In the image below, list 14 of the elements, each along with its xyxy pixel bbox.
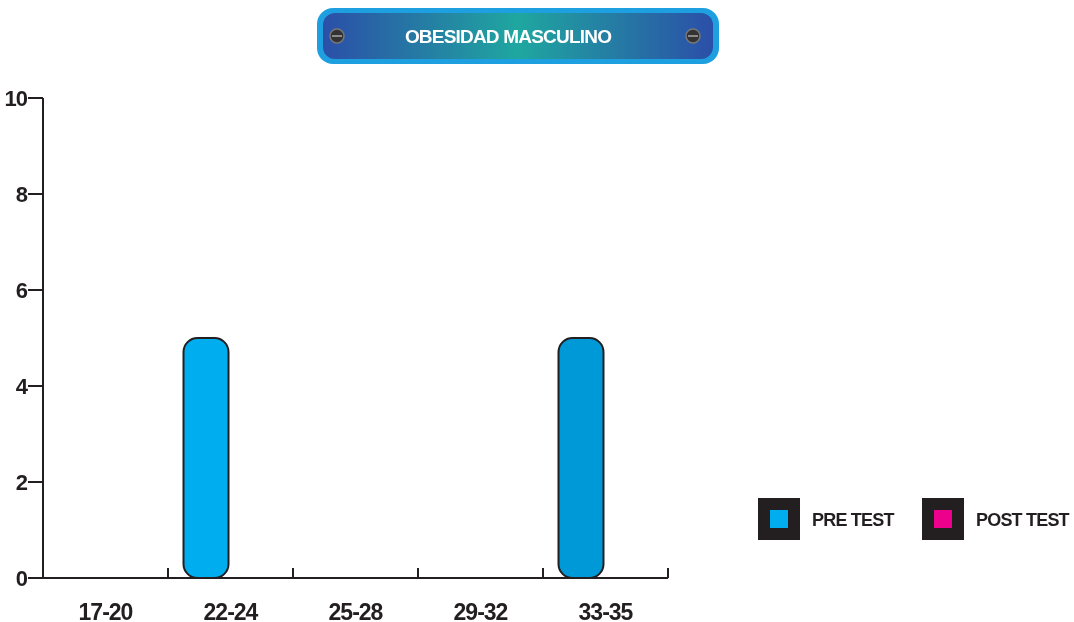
legend-label: POST TEST bbox=[976, 510, 1070, 530]
x-tick-label: 25-28 bbox=[328, 599, 384, 622]
legend-label: PRE TEST bbox=[812, 510, 895, 530]
x-tick-label: 17-20 bbox=[78, 599, 133, 622]
y-tick-label: 0 bbox=[15, 566, 28, 591]
y-tick-label: 10 bbox=[4, 86, 28, 111]
chart-title: OBESIDAD MASCULINO bbox=[404, 26, 612, 47]
y-tick-label: 6 bbox=[15, 278, 28, 303]
x-tick-label: 33-35 bbox=[578, 599, 634, 622]
x-tick-label: 29-32 bbox=[453, 599, 508, 622]
y-tick-label: 2 bbox=[15, 470, 28, 495]
x-tick-label: 22-24 bbox=[203, 599, 259, 622]
y-tick-label: 4 bbox=[15, 374, 29, 399]
y-tick-label: 8 bbox=[15, 182, 28, 207]
